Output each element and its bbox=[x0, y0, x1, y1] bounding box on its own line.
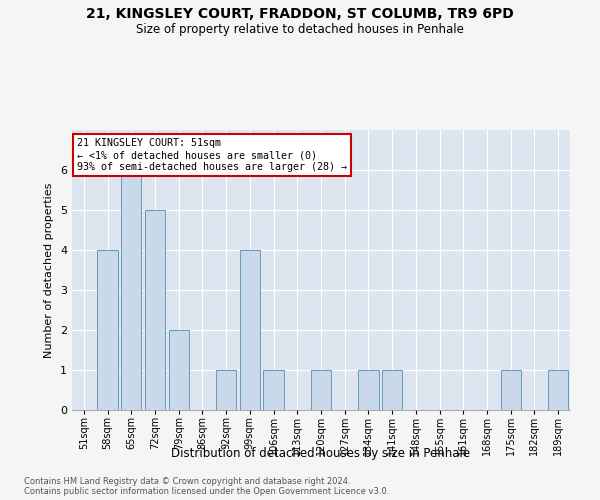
Y-axis label: Number of detached properties: Number of detached properties bbox=[44, 182, 55, 358]
Text: Size of property relative to detached houses in Penhale: Size of property relative to detached ho… bbox=[136, 22, 464, 36]
Bar bbox=[121, 170, 142, 410]
Bar bbox=[216, 370, 236, 410]
Text: 21, KINGSLEY COURT, FRADDON, ST COLUMB, TR9 6PD: 21, KINGSLEY COURT, FRADDON, ST COLUMB, … bbox=[86, 8, 514, 22]
Bar bbox=[311, 370, 331, 410]
Text: 21 KINGSLEY COURT: 51sqm
← <1% of detached houses are smaller (0)
93% of semi-de: 21 KINGSLEY COURT: 51sqm ← <1% of detach… bbox=[77, 138, 347, 172]
Bar bbox=[263, 370, 284, 410]
Text: Contains public sector information licensed under the Open Government Licence v3: Contains public sector information licen… bbox=[24, 488, 389, 496]
Text: Contains HM Land Registry data © Crown copyright and database right 2024.: Contains HM Land Registry data © Crown c… bbox=[24, 478, 350, 486]
Bar bbox=[97, 250, 118, 410]
Bar bbox=[145, 210, 165, 410]
Bar bbox=[169, 330, 189, 410]
Bar bbox=[358, 370, 379, 410]
Bar bbox=[500, 370, 521, 410]
Text: Distribution of detached houses by size in Penhale: Distribution of detached houses by size … bbox=[172, 448, 470, 460]
Bar bbox=[548, 370, 568, 410]
Bar bbox=[240, 250, 260, 410]
Bar bbox=[382, 370, 402, 410]
